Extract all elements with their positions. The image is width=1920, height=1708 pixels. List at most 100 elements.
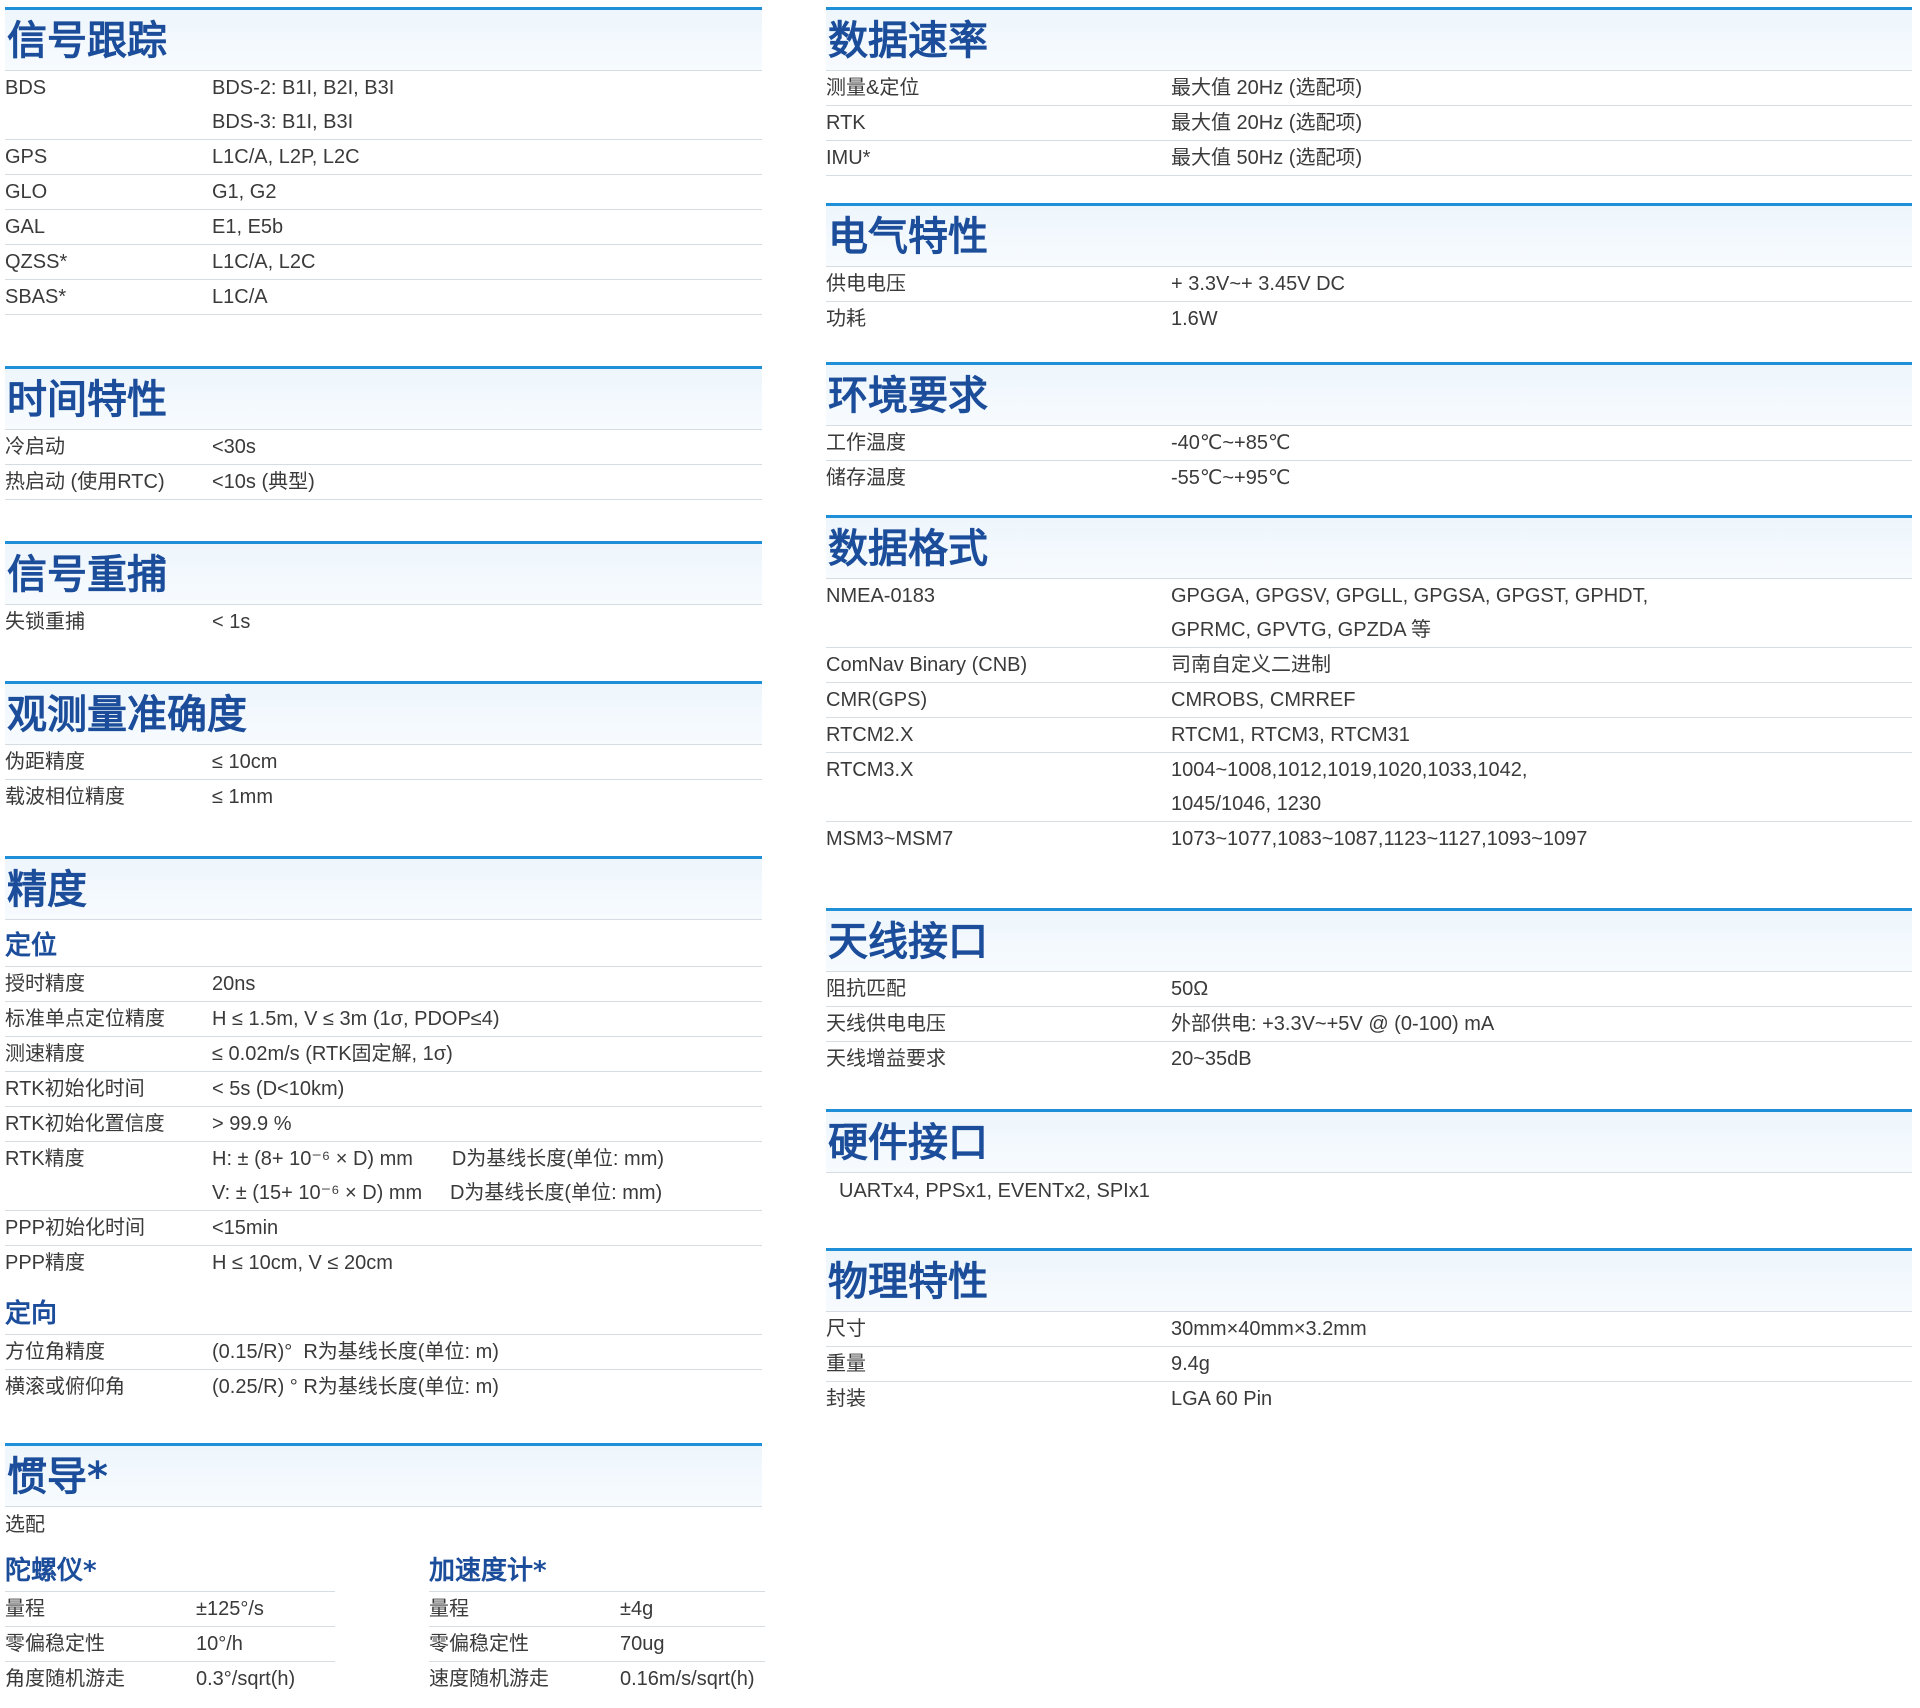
- spec-row: 储存温度 -55℃~+95℃: [826, 461, 1912, 495]
- section-title: 信号跟踪: [7, 18, 167, 64]
- spec-row: 阻抗匹配 50Ω: [826, 972, 1912, 1007]
- spec-row: 零偏稳定性 10°/h: [5, 1627, 335, 1662]
- spec-label: 封装: [826, 1388, 866, 1410]
- spec-value: ≤ 10cm: [212, 751, 278, 773]
- spec-table: BDS BDS-2: B1I, B2I, B3I BDS-3: B1I, B3I GP…: [5, 71, 762, 315]
- spec-row: MSM3~MSM7 1073~1077,1083~1087,1123~1127,1…: [826, 822, 1912, 856]
- spec-label: ComNav Binary (CNB): [826, 654, 1028, 676]
- spec-label: RTCM3.X: [826, 759, 914, 781]
- spec-label: 伪距精度: [5, 751, 85, 773]
- spec-value: CMROBS, CMRREF: [1171, 689, 1356, 711]
- section-signal-tracking: 信号跟踪 BDS BDS-2: B1I, B2I, B3I BDS-3: B1I, …: [5, 7, 762, 315]
- spec-table: 工作温度 -40℃~+85℃ 储存温度 -55℃~+95℃: [826, 426, 1912, 495]
- spec-label: MSM3~MSM7: [826, 828, 954, 850]
- spec-value: + 3.3V~+ 3.45V DC: [1171, 273, 1346, 295]
- spec-row: RTK 最大值 20Hz (选配项): [826, 106, 1912, 141]
- spec-label: 零偏稳定性: [5, 1633, 105, 1655]
- spec-label: 热启动 (使用RTC): [5, 471, 165, 493]
- spec-label: [5, 1176, 212, 1210]
- spec-row: BDS-3: B1I, B3I: [5, 105, 762, 140]
- imu-note: 选配: [5, 1514, 45, 1536]
- spec-value: <10s (典型): [212, 471, 315, 493]
- section-header: 数据速率: [826, 7, 1912, 71]
- spec-label: PPP初始化时间: [5, 1217, 146, 1239]
- gyroscope-title: 陀螺仪*: [5, 1545, 335, 1592]
- section-environment: 环境要求 工作温度 -40℃~+85℃ 储存温度 -55℃~+95℃: [826, 362, 1912, 495]
- spec-value: (0.15/R)° R为基线长度(单位: m): [212, 1341, 499, 1363]
- section-title: 硬件接口: [828, 1120, 988, 1166]
- section-accuracy: 精度 定位 授时精度 20ns 标准单点定位精度 H ≤ 1.5m, V ≤ 3m (…: [5, 856, 762, 1404]
- spec-label: 授时精度: [5, 973, 85, 995]
- section-title: 物理特性: [828, 1259, 988, 1305]
- spec-value: 1.6W: [1171, 308, 1218, 330]
- section-header: 惯导*: [5, 1443, 762, 1507]
- spec-value: ±4g: [620, 1598, 654, 1620]
- subheading-positioning: 定位: [5, 920, 762, 967]
- gyroscope-column: 陀螺仪* 量程 ±125°/s 零偏稳定性 10°/h 角度随机游走 0.3°/sqrt(…: [5, 1545, 335, 1696]
- spec-table: 量程 ±125°/s 零偏稳定性 10°/h 角度随机游走 0.3°/sqrt(h): [5, 1592, 335, 1696]
- spec-value: 最大值 20Hz (选配项): [1171, 77, 1363, 99]
- section-header: 数据格式: [826, 515, 1912, 579]
- spec-value: L1C/A: [212, 286, 268, 308]
- spec-label: 速度随机游走: [429, 1668, 549, 1690]
- spec-label: 角度随机游走: [5, 1668, 125, 1690]
- section-header: 观测量准确度: [5, 681, 762, 745]
- section-header: 天线接口: [826, 908, 1912, 972]
- section-time: 时间特性 冷启动 <30s 热启动 (使用RTC) <10s (典型): [5, 366, 762, 500]
- spec-row: GLO G1, G2: [5, 175, 762, 210]
- spec-value: < 1s: [212, 611, 251, 633]
- spec-label: 测量&定位: [826, 77, 920, 99]
- section-title: 环境要求: [828, 373, 988, 419]
- spec-label: 工作温度: [826, 432, 906, 454]
- section-antenna: 天线接口 阻抗匹配 50Ω 天线供电电压 外部供电: +3.3V~+5V @ (0-1…: [826, 908, 1912, 1076]
- spec-label: NMEA-0183: [826, 585, 935, 607]
- spec-label: 天线供电电压: [826, 1013, 946, 1035]
- section-title: 数据速率: [828, 18, 988, 64]
- spec-label: 尺寸: [826, 1318, 866, 1340]
- section-title: 天线接口: [828, 919, 988, 965]
- spec-row: GPS L1C/A, L2P, L2C: [5, 140, 762, 175]
- spec-label: QZSS*: [5, 251, 68, 273]
- spec-label: GLO: [5, 181, 48, 203]
- spec-row: GPRMC, GPVTG, GPZDA 等: [826, 613, 1912, 648]
- spec-value: ≤ 1mm: [212, 786, 273, 808]
- section-header: 信号重捕: [5, 541, 762, 605]
- spec-table: 测量&定位 最大值 20Hz (选配项) RTK 最大值 20Hz (选配项) IMU*…: [826, 71, 1912, 176]
- section-header: 物理特性: [826, 1248, 1912, 1312]
- spec-value: V: ± (15+ 10⁻⁶ × D) mm D为基线长度(单位: mm): [212, 1182, 663, 1204]
- spec-label: RTCM2.X: [826, 724, 914, 746]
- spec-value: H ≤ 1.5m, V ≤ 3m (1σ, PDOP≤4): [212, 1008, 500, 1030]
- spec-table: 冷启动 <30s 热启动 (使用RTC) <10s (典型): [5, 430, 762, 500]
- spec-row: PPP精度 H ≤ 10cm, V ≤ 20cm: [5, 1246, 762, 1280]
- accelerometer-column: 加速度计* 量程 ±4g 零偏稳定性 70ug 速度随机游走 0.16m/s/sqrt(h…: [429, 1545, 765, 1696]
- spec-value: 30mm×40mm×3.2mm: [1171, 1318, 1367, 1340]
- spec-row: RTK初始化时间 < 5s (D<10km): [5, 1072, 762, 1107]
- section-header: 环境要求: [826, 362, 1912, 426]
- spec-value: L1C/A, L2C: [212, 251, 316, 273]
- spec-row: 角度随机游走 0.3°/sqrt(h): [5, 1662, 335, 1696]
- section-hardware-interface: 硬件接口 UARTx4, PPSx1, EVENTx2, SPIx1: [826, 1109, 1912, 1209]
- accelerometer-title: 加速度计*: [429, 1545, 765, 1592]
- spec-row: 工作温度 -40℃~+85℃: [826, 426, 1912, 461]
- spec-row: QZSS* L1C/A, L2C: [5, 245, 762, 280]
- spec-row: 供电电压 + 3.3V~+ 3.45V DC: [826, 267, 1912, 302]
- spec-row: 标准单点定位精度 H ≤ 1.5m, V ≤ 3m (1σ, PDOP≤4): [5, 1002, 762, 1037]
- spec-value: GPRMC, GPVTG, GPZDA 等: [1171, 619, 1432, 641]
- section-imu: 惯导* 选配 陀螺仪* 量程 ±125°/s 零偏稳定性 10°/h 角度随机游走 0.3…: [5, 1443, 765, 1690]
- spec-table: 供电电压 + 3.3V~+ 3.45V DC 功耗 1.6W: [826, 267, 1912, 336]
- spec-label: 供电电压: [826, 273, 906, 295]
- spec-row: 封装 LGA 60 Pin: [826, 1382, 1912, 1416]
- spec-row: 量程 ±125°/s: [5, 1592, 335, 1627]
- spec-row: IMU* 最大值 50Hz (选配项): [826, 141, 1912, 176]
- spec-value: L1C/A, L2P, L2C: [212, 146, 360, 168]
- spec-label: CMR(GPS): [826, 689, 928, 711]
- spec-label: 零偏稳定性: [429, 1633, 529, 1655]
- spec-value: 10°/h: [196, 1633, 243, 1655]
- spec-value: 最大值 50Hz (选配项): [1171, 147, 1363, 169]
- spec-label: GAL: [5, 216, 46, 238]
- spec-value: ±125°/s: [196, 1598, 264, 1620]
- spec-label: 阻抗匹配: [826, 978, 906, 1000]
- section-title: 精度: [7, 867, 87, 913]
- spec-label: [826, 613, 1171, 647]
- spec-row: ComNav Binary (CNB) 司南自定义二进制: [826, 648, 1912, 683]
